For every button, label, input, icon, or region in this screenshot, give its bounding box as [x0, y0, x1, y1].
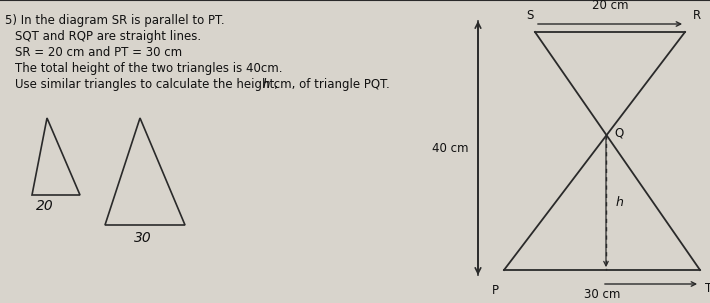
Text: Q: Q [614, 126, 623, 139]
Text: SR = 20 cm and PT = 30 cm: SR = 20 cm and PT = 30 cm [15, 46, 182, 59]
Text: 40 cm: 40 cm [432, 142, 469, 155]
Text: R: R [693, 9, 701, 22]
Text: Use similar triangles to calculate the height,: Use similar triangles to calculate the h… [15, 78, 282, 91]
Text: T: T [705, 282, 710, 295]
Text: cm, of triangle PQT.: cm, of triangle PQT. [270, 78, 390, 91]
Text: 30: 30 [134, 231, 152, 245]
Text: h: h [263, 78, 271, 91]
Text: 5) In the diagram SR is parallel to PT.: 5) In the diagram SR is parallel to PT. [5, 14, 224, 27]
Text: 20 cm: 20 cm [591, 0, 628, 12]
Text: P: P [492, 284, 499, 297]
Text: h: h [616, 196, 624, 209]
Text: S: S [526, 9, 534, 22]
Text: The total height of the two triangles is 40cm.: The total height of the two triangles is… [15, 62, 283, 75]
Text: 30 cm: 30 cm [584, 288, 621, 301]
Text: SQT and RQP are straight lines.: SQT and RQP are straight lines. [15, 30, 201, 43]
Text: 20: 20 [36, 199, 54, 213]
